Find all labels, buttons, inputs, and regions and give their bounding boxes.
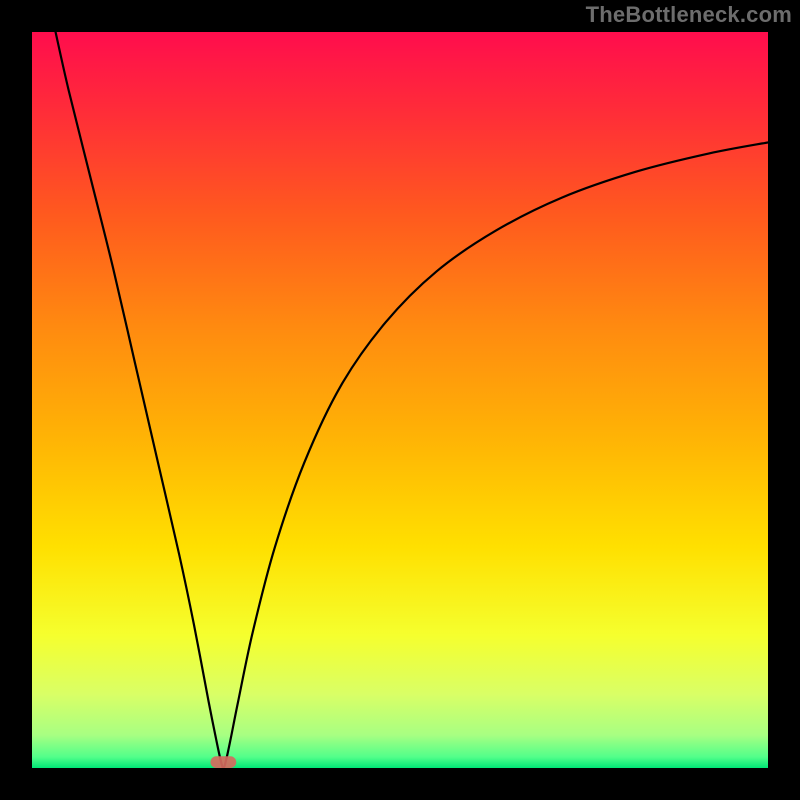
minimum-marker (210, 756, 236, 768)
chart-frame: { "watermark": { "text": "TheBottleneck.… (0, 0, 800, 800)
gradient-background (32, 32, 768, 768)
bottleneck-chart (0, 0, 800, 800)
watermark-text: TheBottleneck.com (586, 2, 792, 28)
